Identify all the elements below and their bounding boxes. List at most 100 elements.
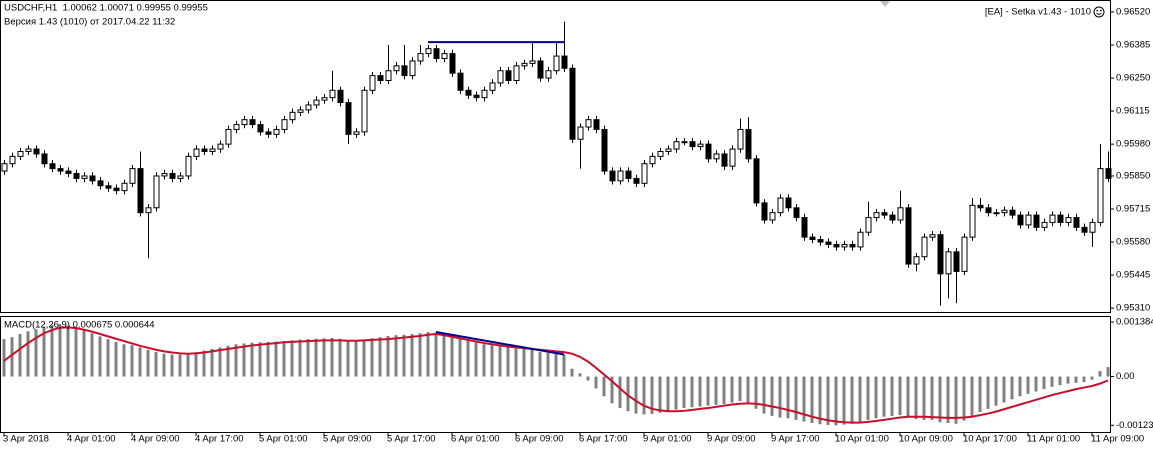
candle-body [137,168,144,214]
candle-body [537,60,544,79]
candle-body [345,102,352,135]
macd-bar [906,376,910,418]
macd-bar [994,376,998,406]
macd-bar [866,376,870,420]
macd-bar [778,376,782,418]
macd-bar [1098,371,1102,377]
candle-body [713,153,720,160]
macd-bar [946,376,950,424]
macd-bar [178,354,182,377]
x-tick-label: 3 Apr 2018 [3,434,49,445]
x-tick-label: 5 Apr 17:00 [387,434,436,445]
macd-bar [602,376,606,397]
candle-body [1105,168,1112,179]
macd-bar [762,376,766,414]
macd-bar [10,337,14,377]
candle-body [233,124,240,130]
macd-bar [74,327,78,377]
trend-line [435,331,565,356]
macd-bar [498,345,502,377]
candle-body [193,148,200,157]
macd-bar [730,376,734,403]
y-tick-label: 0.95310 [1116,303,1150,314]
candle-body [121,182,128,192]
macd-bar [170,354,174,377]
candle-body [761,202,768,221]
macd-bar [546,352,550,377]
candle-body [561,55,568,69]
candle-body [273,128,280,135]
candle-body [1065,217,1072,223]
x-tick-label: 6 Apr 09:00 [515,434,564,445]
candle-body [369,75,376,91]
x-tick-label: 4 Apr 17:00 [195,434,244,445]
candle-body [313,99,320,106]
candle-body [41,153,48,165]
candle-body [473,94,480,99]
macd-bar [770,376,774,416]
expert-label: [EA] - Setka v1.43 - 1010 [985,7,1091,18]
macd-bar [50,325,54,377]
candle-body [745,128,752,160]
candle-body [1025,214,1032,226]
macd-bar [290,340,294,377]
candle-body [129,168,136,184]
candle-body [657,150,664,157]
candle-body [89,175,96,182]
y-tick-label: 0.96115 [1116,106,1150,117]
candle-body [1001,209,1008,214]
x-tick-label: 11 Apr 01:00 [1027,434,1080,445]
macd-bar [754,376,758,409]
x-tick-label: 10 Apr 01:00 [835,434,889,445]
candle-body [153,175,160,209]
candle-body [577,126,584,140]
x-tick-label: 5 Apr 09:00 [323,434,372,445]
y-tick-label: 0.96250 [1116,73,1150,84]
candle-body [897,207,904,221]
macd-bar [298,339,302,377]
macd-bar [98,336,102,377]
macd-bar [594,376,598,389]
macd-bar [162,353,166,377]
candle-body [625,170,632,179]
candle-body [793,207,800,219]
candle-body [569,67,576,140]
macd-title: MACD(12,26,9) 0.000675 0.000644 [4,320,155,331]
candle-body [769,212,776,221]
smiley-icon [1093,6,1105,18]
candle-body [337,89,344,104]
macd-bar [42,327,46,377]
macd-bar [714,376,718,405]
macd-bar [146,349,150,377]
candle-body [241,119,248,126]
candle-body [377,75,384,82]
macd-bar [1074,376,1078,383]
candle-body [665,148,672,152]
x-tick-label: 9 Apr 09:00 [707,434,756,445]
macd-bar [954,376,958,424]
candle-body [113,187,120,192]
macd-bar [1026,376,1030,394]
macd-bar [586,376,590,381]
candle-body [401,65,408,77]
macd-bar [802,376,806,422]
candle-body [185,155,192,177]
candle-body [481,89,488,99]
macd-bar [818,376,822,425]
candle-body [1081,226,1088,233]
macd-bar [90,333,94,377]
macd-bar [618,376,622,409]
x-tick-label: 5 Apr 01:00 [259,434,308,445]
candle-body [961,236,968,272]
candle-body [225,128,232,145]
macd-bar [722,376,726,405]
x-tick-label: 11 Apr 09:00 [1091,434,1144,445]
candle-body [33,148,40,155]
macd-bar [130,345,134,377]
macd-bar [1090,376,1094,380]
candle-body [801,217,808,238]
candle-body [753,158,760,204]
x-tick-label: 4 Apr 01:00 [67,434,116,445]
candle-body [169,173,176,179]
